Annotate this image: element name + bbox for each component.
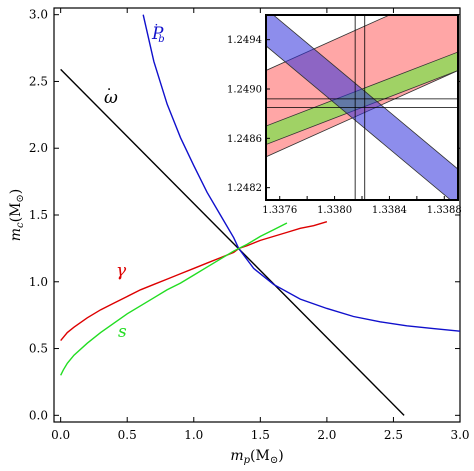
inset-x-tick-label: 1.3388 [427,205,462,216]
label-omega-dot: ω· [104,82,118,108]
y-axis-label: mc(M⊙) [8,189,26,242]
series-pb [142,14,461,332]
x-tick-label: 0.5 [118,428,137,442]
label-pb-dot: P·b [151,18,165,45]
x-tick-label: 1.0 [184,428,203,442]
x-tick-label: 3.0 [450,428,469,442]
main-series [60,14,461,416]
label-s: s [118,322,127,342]
inset-y-tick-label: 1.2494 [227,35,262,46]
inset-y-tick-label: 1.2482 [227,183,262,194]
label-gamma: γ [116,261,127,281]
x-tick-label: 0.0 [51,428,70,442]
y-tick-label: 2.5 [29,74,48,88]
x-axis-label: mp(M⊙) [230,448,283,466]
series-gamma [60,221,328,341]
inset-x-tick-label: 1.3384 [372,205,407,216]
inset-crosshair [266,15,458,200]
x-axis: 0.0 0.5 1.0 1.5 2.0 2.5 3.0 [51,8,470,442]
inset-plot: 1.3376 1.3380 1.3384 1.3388 1.24821.24861.2… [227,14,462,216]
x-tick-label: 2.0 [317,428,336,442]
series-s [60,222,288,376]
inset-x-tick-label: 1.3380 [317,205,352,216]
y-tick-label: 3.0 [29,8,48,22]
inset-y-tick-label: 1.2486 [227,134,262,145]
y-tick-label: 0.0 [29,408,48,422]
series-omega [60,68,405,416]
y-tick-label: 1.0 [29,275,48,289]
inset-y-axis: 1.2482 1.2486 1.2490 1.2494 [227,35,270,194]
inset-x-tick-label: 1.3376 [262,205,297,216]
x-tick-label: 2.5 [384,428,403,442]
main-plot: 0.0 0.5 1.0 1.5 2.0 2.5 3.0 0.0 0.5 1.0 1.5 2.0 2.5… [8,7,470,466]
x-tick-label: 1.5 [251,428,270,442]
y-tick-label: 2.0 [29,141,48,155]
y-tick-label: 0.5 [29,342,48,356]
inset-x-axis: 1.3376 1.3380 1.3384 1.3388 [262,196,462,216]
inset-y-tick-label: 1.2490 [227,85,262,96]
y-axis: 0.0 0.5 1.0 1.5 2.0 2.5 3.0 [29,8,460,422]
y-tick-label: 1.5 [29,208,48,222]
